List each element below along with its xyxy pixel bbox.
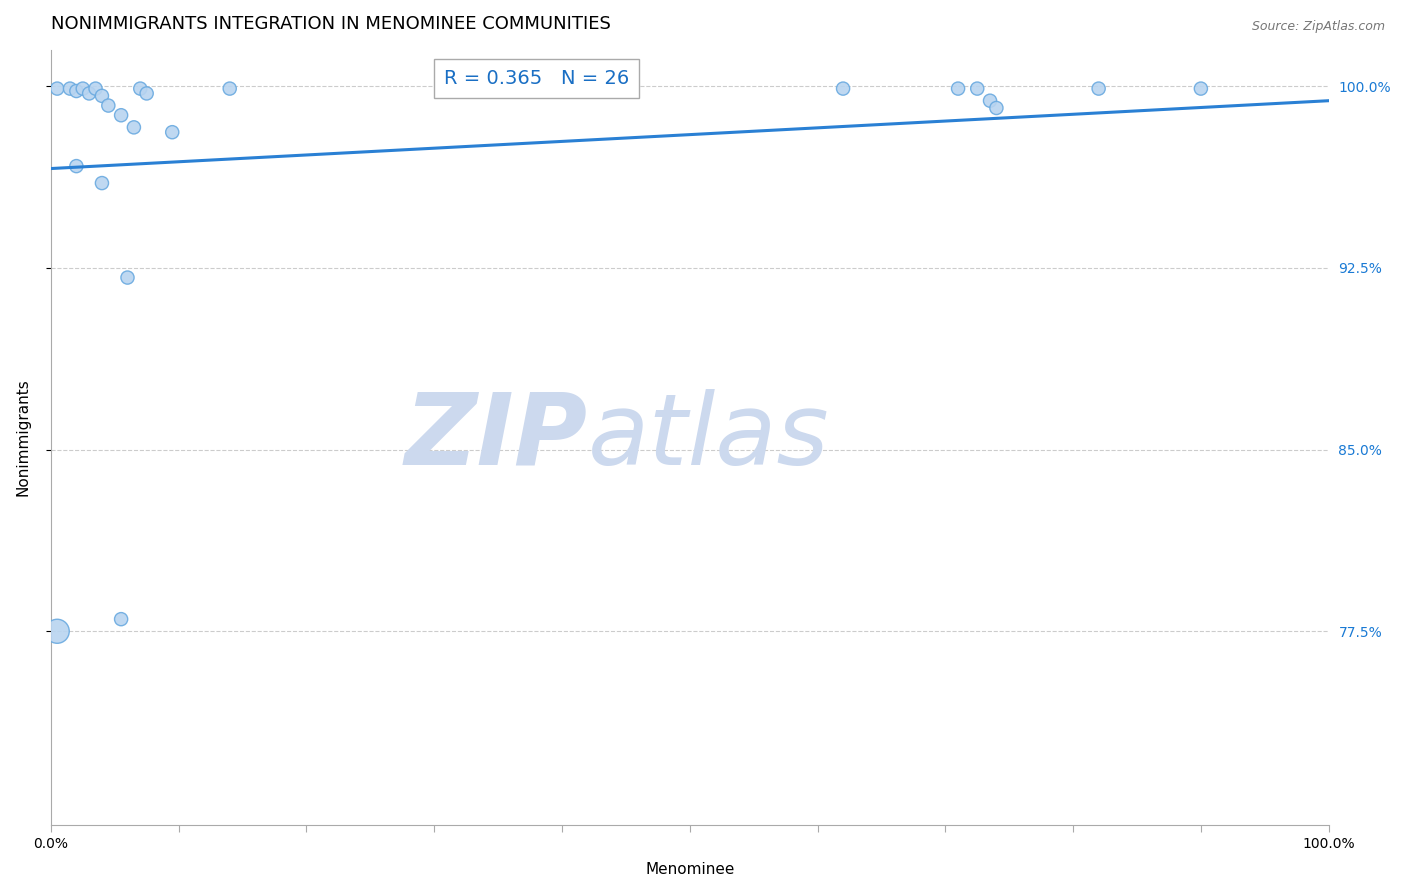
Point <box>1087 81 1109 95</box>
Point <box>97 98 120 112</box>
Point <box>122 120 145 135</box>
Point <box>110 612 132 626</box>
Text: atlas: atlas <box>588 389 830 486</box>
Point <box>65 84 87 98</box>
Text: R = 0.365   N = 26: R = 0.365 N = 26 <box>444 70 628 88</box>
Point <box>91 88 114 103</box>
Point <box>77 87 100 101</box>
Point <box>46 624 69 639</box>
Point <box>218 81 240 95</box>
Point <box>1189 81 1212 95</box>
Point <box>110 108 132 122</box>
Point <box>986 101 1008 115</box>
Point <box>135 87 157 101</box>
Text: NONIMMIGRANTS INTEGRATION IN MENOMINEE COMMUNITIES: NONIMMIGRANTS INTEGRATION IN MENOMINEE C… <box>51 15 610 33</box>
Point <box>72 81 94 95</box>
Point <box>129 81 152 95</box>
Y-axis label: Nonimmigrants: Nonimmigrants <box>15 378 30 496</box>
Point <box>84 81 107 95</box>
Text: ZIP: ZIP <box>405 389 588 486</box>
Point <box>91 176 114 190</box>
X-axis label: Menominee: Menominee <box>645 862 734 877</box>
Point <box>65 159 87 173</box>
Point <box>117 270 139 285</box>
Point <box>946 81 969 95</box>
Point <box>832 81 855 95</box>
Point <box>59 81 82 95</box>
Point <box>160 125 183 139</box>
Point <box>979 94 1001 108</box>
Point <box>966 81 988 95</box>
Text: Source: ZipAtlas.com: Source: ZipAtlas.com <box>1251 20 1385 33</box>
Point <box>46 81 69 95</box>
